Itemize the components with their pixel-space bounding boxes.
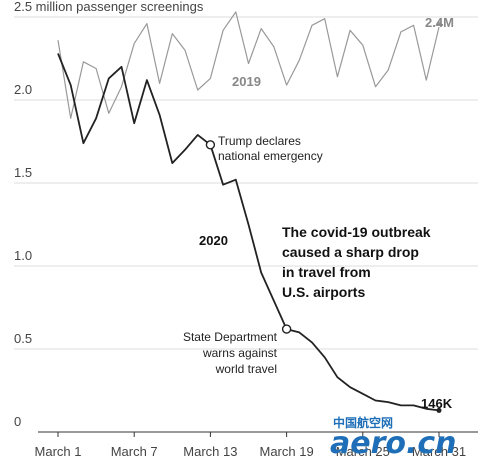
headline-annotation-line-2: caused a sharp drop bbox=[282, 244, 419, 260]
y-tick-label: 1.0 bbox=[14, 248, 32, 263]
annotations: 2019 2020 2.4M 146K Trump declares natio… bbox=[183, 15, 454, 411]
watermark-chinese-text: 中国航空网 bbox=[333, 415, 393, 430]
end-label-2020: 146K bbox=[421, 396, 453, 411]
state-annotation-line-3: world travel bbox=[215, 362, 277, 376]
x-tick-label: March 31 bbox=[412, 444, 466, 459]
trump-annotation-line-1: Trump declares bbox=[218, 134, 301, 148]
x-tick-label: March 7 bbox=[111, 444, 158, 459]
y-axis-tick-labels: 0 0.5 1.0 1.5 2.0 2.5 million passenger scree… bbox=[14, 0, 204, 429]
event-marker bbox=[281, 324, 292, 334]
end-marker-2019 bbox=[435, 20, 443, 26]
event-marker bbox=[205, 140, 216, 150]
series-lines bbox=[57, 11, 443, 413]
aero-cn-watermark: 中国航空网 aero.cn bbox=[330, 415, 457, 461]
y-tick-label: 1.5 bbox=[14, 165, 32, 180]
y-tick-label: 0.5 bbox=[14, 331, 32, 346]
end-label-2019: 2.4M bbox=[425, 15, 454, 30]
trump-annotation-line-2: national emergency bbox=[218, 149, 323, 163]
watermark-latin-text: aero.cn bbox=[330, 426, 457, 461]
state-annotation-line-1: State Department bbox=[183, 330, 278, 344]
x-tick-label: March 1 bbox=[35, 444, 82, 459]
series-label-2019: 2019 bbox=[232, 74, 261, 89]
x-tick-label: March 13 bbox=[183, 444, 237, 459]
headline-annotation-line-1: The covid-19 outbreak bbox=[282, 224, 431, 240]
end-marker-2020 bbox=[436, 407, 442, 413]
x-axis: March 1 March 7 March 13 March 19 March 25 Ma… bbox=[35, 431, 478, 459]
x-tick-label: March 25 bbox=[336, 444, 390, 459]
state-annotation-line-2: warns against bbox=[202, 346, 278, 360]
headline-annotation-line-4: U.S. airports bbox=[282, 284, 365, 300]
gridlines bbox=[14, 16, 478, 350]
y-tick-label: 0 bbox=[14, 414, 21, 429]
series-label-2020: 2020 bbox=[199, 233, 228, 248]
series-line-2019 bbox=[57, 11, 440, 119]
y-tick-label: 2.0 bbox=[14, 82, 32, 97]
y-tick-label: 2.5 million passenger screenings bbox=[14, 0, 204, 14]
headline-annotation-line-3: in travel from bbox=[282, 264, 371, 280]
x-tick-label: March 19 bbox=[259, 444, 313, 459]
